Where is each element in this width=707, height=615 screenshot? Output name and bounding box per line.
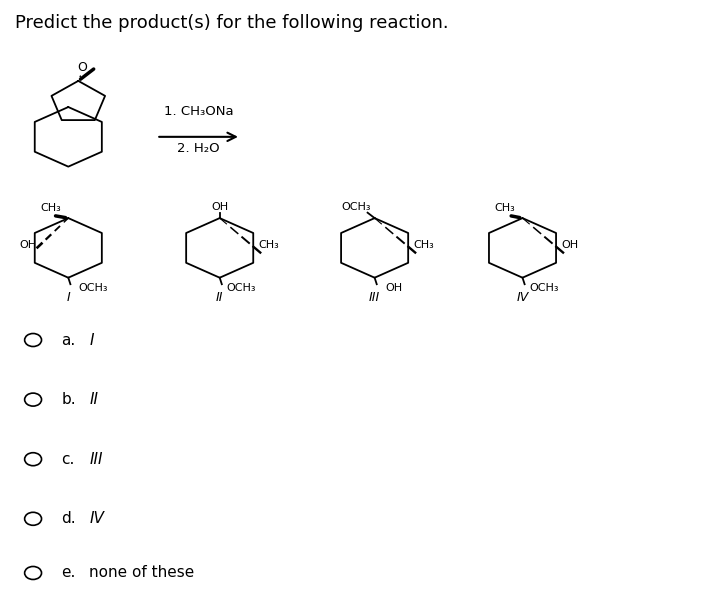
Text: II: II xyxy=(89,392,98,407)
Text: CH₃: CH₃ xyxy=(40,203,62,213)
Text: OH: OH xyxy=(561,240,578,250)
Text: OCH₃: OCH₃ xyxy=(341,202,371,212)
Text: Predict the product(s) for the following reaction.: Predict the product(s) for the following… xyxy=(16,14,449,31)
Text: II: II xyxy=(216,292,223,304)
Text: d.: d. xyxy=(62,511,76,526)
Text: 1. CH₃ONa: 1. CH₃ONa xyxy=(164,105,233,118)
Text: III: III xyxy=(369,292,380,304)
Text: 2. H₂O: 2. H₂O xyxy=(177,142,220,155)
Text: O: O xyxy=(77,61,87,74)
Text: e.: e. xyxy=(62,565,76,581)
Text: I: I xyxy=(66,292,70,304)
Text: OCH₃: OCH₃ xyxy=(530,283,559,293)
Text: none of these: none of these xyxy=(89,565,194,581)
Text: CH₃: CH₃ xyxy=(414,240,434,250)
Text: CH₃: CH₃ xyxy=(259,240,279,250)
Text: IV: IV xyxy=(516,292,529,304)
Text: c.: c. xyxy=(62,451,75,467)
Text: I: I xyxy=(89,333,94,347)
Text: OH: OH xyxy=(20,240,37,250)
Text: CH₃: CH₃ xyxy=(495,203,515,213)
Text: a.: a. xyxy=(62,333,76,347)
Text: OCH₃: OCH₃ xyxy=(227,283,256,293)
Text: IV: IV xyxy=(89,511,105,526)
Text: b.: b. xyxy=(62,392,76,407)
Text: III: III xyxy=(89,451,103,467)
Text: OH: OH xyxy=(211,202,228,212)
Text: OCH₃: OCH₃ xyxy=(79,283,108,293)
Text: OH: OH xyxy=(385,283,402,293)
